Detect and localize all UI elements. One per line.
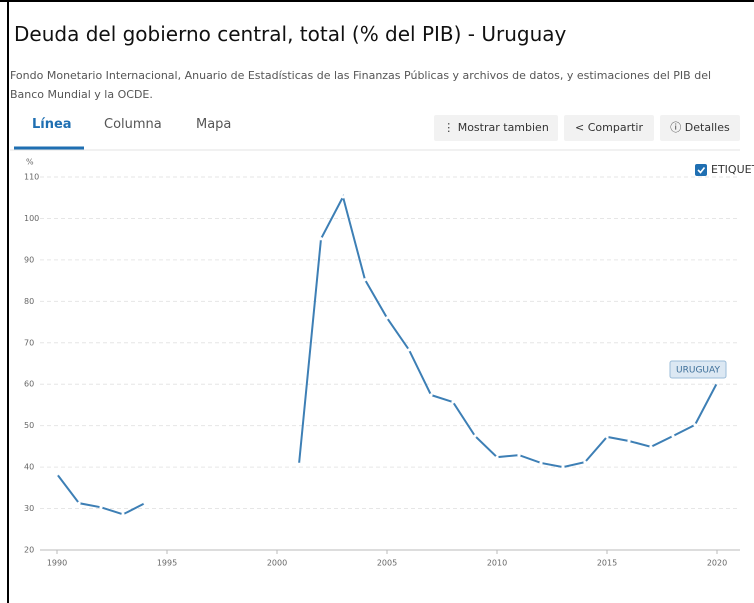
y-tick-label: 30: [24, 504, 34, 513]
x-tick-label: 2005: [377, 559, 397, 568]
point: [121, 512, 125, 516]
checkbox[interactable]: [695, 164, 707, 176]
point: [319, 237, 323, 241]
button[interactable]: ⓘ Detalles: [660, 115, 740, 141]
point: [99, 505, 103, 509]
point: [649, 445, 653, 449]
tab[interactable]: Columna: [104, 117, 162, 132]
point: [385, 316, 389, 320]
point: [517, 453, 521, 457]
button-label: Detalles: [684, 121, 730, 134]
y-tick-label: 90: [24, 255, 34, 264]
tab[interactable]: Línea: [32, 117, 72, 132]
button[interactable]: ⋮ Mostrar tambien: [434, 115, 558, 141]
y-tick-label: 80: [24, 297, 34, 306]
y-tick-label: 20: [24, 546, 34, 555]
tab[interactable]: Mapa: [196, 117, 232, 132]
point: [605, 435, 609, 439]
point: [429, 393, 433, 397]
y-tick-label: 110: [24, 173, 39, 182]
series-label: URUGUAY: [676, 366, 720, 376]
point: [407, 348, 411, 352]
point: [473, 434, 477, 438]
point: [693, 423, 697, 427]
point: [495, 455, 499, 459]
point: [715, 381, 719, 385]
y-tick-label: 70: [24, 338, 34, 347]
point: [671, 434, 675, 438]
y-tick-label: 60: [24, 380, 34, 389]
point: [451, 400, 455, 404]
y-axis-label: %: [26, 158, 34, 167]
y-tick-label: 40: [24, 463, 34, 472]
point: [561, 465, 565, 469]
x-tick-label: 2020: [707, 559, 727, 568]
point: [363, 278, 367, 282]
x-tick-label: 2015: [597, 559, 617, 568]
button-label: Mostrar tambien: [457, 121, 549, 134]
point: [55, 472, 59, 476]
label-toggle[interactable]: ETIQUETA: [711, 163, 754, 176]
icon: ⋮: [443, 121, 458, 134]
button[interactable]: < Compartir: [564, 115, 654, 141]
series-label-box: [669, 360, 727, 379]
x-tick-label: 1995: [157, 559, 177, 568]
title: Deuda del gobierno central, total (% del…: [14, 22, 567, 46]
point: [297, 462, 301, 466]
x-tick-label: 1990: [47, 559, 67, 568]
y-tick-label: 100: [24, 214, 39, 223]
y-tick-label: 50: [24, 421, 34, 430]
subtitle: Fondo Monetario Internacional, Anuario d…: [10, 69, 712, 101]
point: [143, 501, 147, 505]
icon: ⓘ: [670, 121, 685, 134]
point: [77, 501, 81, 505]
x-tick-label: 2010: [487, 559, 507, 568]
x-tick-label: 2000: [267, 559, 287, 568]
point: [583, 460, 587, 464]
checkmark: [697, 167, 706, 174]
button-label: Compartir: [587, 121, 643, 134]
point: [627, 439, 631, 443]
icon: <: [575, 121, 588, 134]
point: [341, 195, 345, 199]
point: [539, 461, 543, 465]
